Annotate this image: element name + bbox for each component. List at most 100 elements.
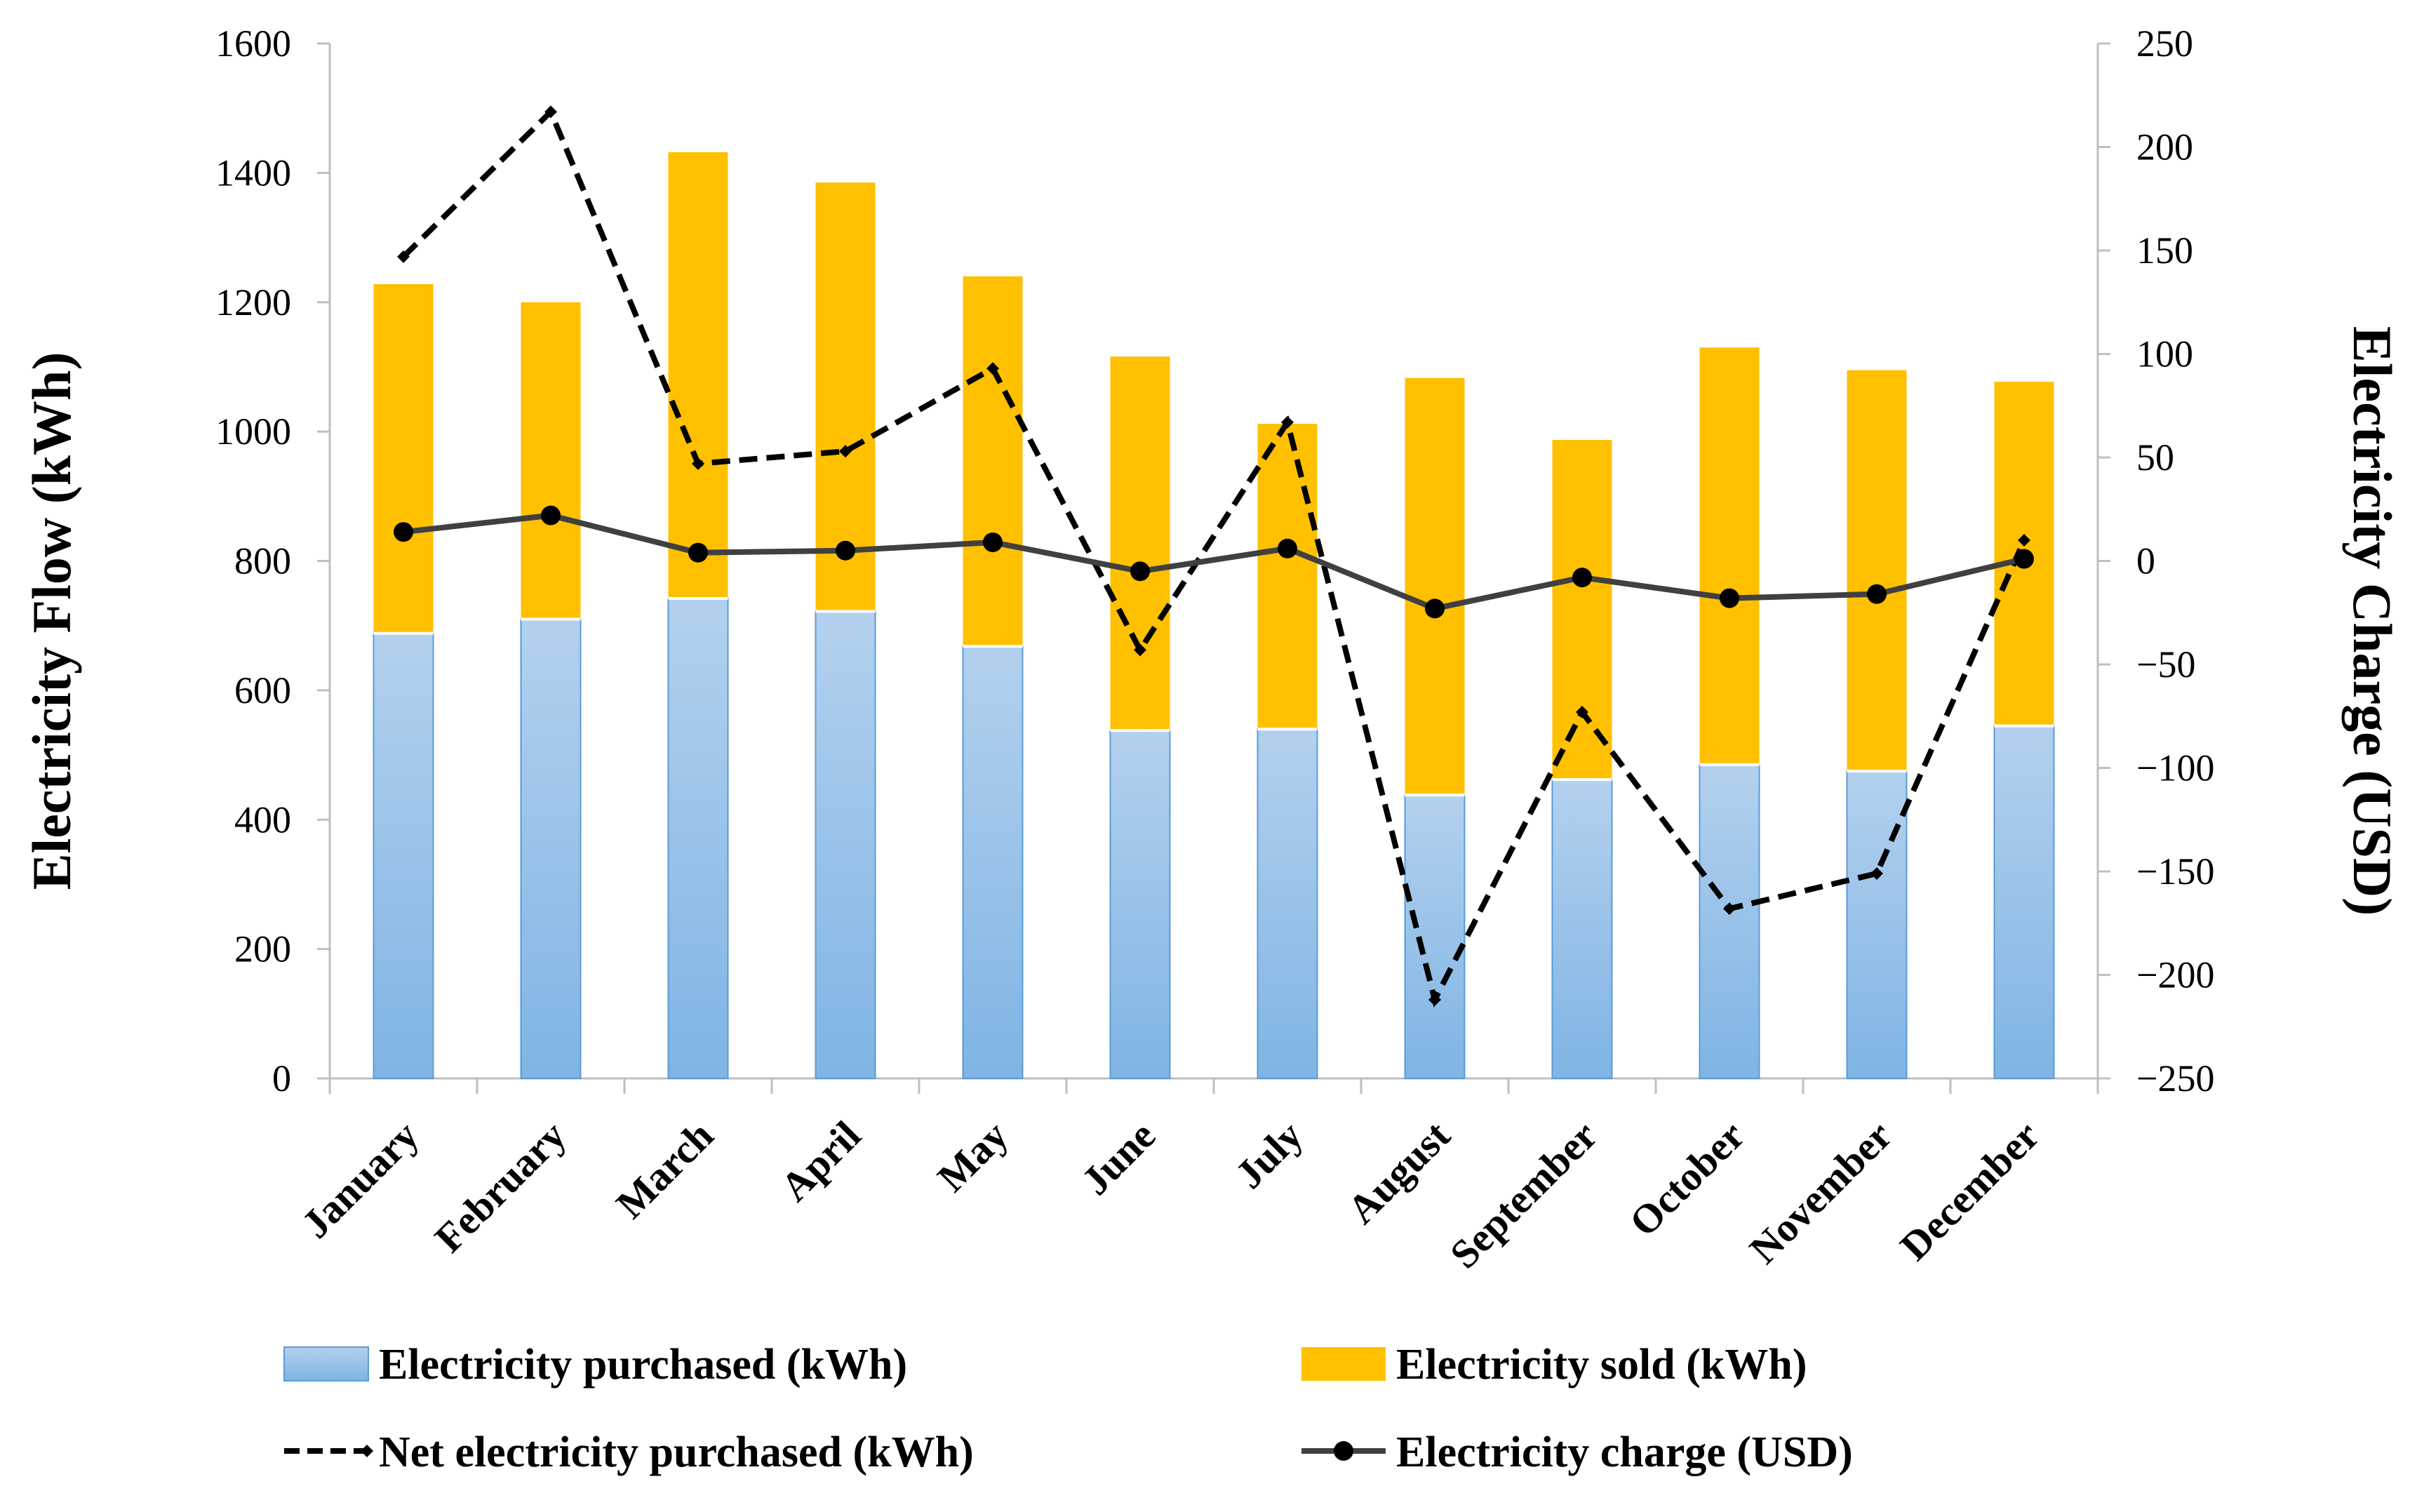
y-right-tick-label: 150 [2136, 229, 2193, 272]
x-tick-label: December [1892, 1112, 2049, 1269]
point-net-purchased [544, 105, 557, 119]
bar-purchased [962, 645, 1024, 1079]
y-axis-left-title: Electricity Flow (kWh) [21, 352, 82, 890]
legend-swatch [1301, 1347, 1386, 1381]
legend-label: Electricity charge (USD) [1396, 1429, 1853, 1476]
legend-item: Electricity sold (kWh) [1301, 1341, 1807, 1389]
bar-purchased [1699, 763, 1760, 1079]
point-charge [541, 505, 561, 526]
point-net-purchased [1428, 993, 1441, 1006]
x-tick-label: January [293, 1112, 427, 1247]
tick-labels: 02004006008001000120014001600−250−200−15… [215, 22, 2214, 1277]
y-left-tick-label: 1600 [215, 22, 291, 65]
point-charge [1720, 588, 1739, 608]
x-tick-label: August [1339, 1112, 1459, 1233]
bar-sold [963, 276, 1023, 647]
point-net-purchased [986, 362, 999, 375]
legend-swatch [283, 1346, 369, 1381]
y-left-tick-label: 400 [234, 798, 291, 841]
bar-purchased [1846, 770, 1908, 1079]
bar-purchased [1257, 728, 1318, 1079]
bar-sold [1405, 377, 1465, 796]
y-left-tick-label: 1200 [215, 281, 291, 323]
point-charge [836, 540, 855, 561]
bar-purchased [667, 597, 729, 1079]
y-left-tick-label: 200 [234, 928, 291, 970]
y-right-tick-label: −100 [2136, 747, 2214, 789]
point-net-purchased [1281, 415, 1294, 429]
bar-purchased [1109, 730, 1171, 1079]
point-charge [1867, 584, 1887, 604]
x-tick-label: November [1741, 1112, 1901, 1272]
y-right-tick-label: 0 [2136, 540, 2155, 582]
x-tick-label: June [1073, 1112, 1164, 1203]
x-tick-label: May [929, 1112, 1017, 1200]
legend-marker [361, 1445, 373, 1457]
y-right-tick-label: 100 [2136, 333, 2193, 375]
x-tick-label: September [1441, 1112, 1606, 1277]
legend-item: Electricity charge (USD) [1301, 1429, 1853, 1476]
point-charge [1425, 598, 1445, 619]
y-left-tick-label: 600 [234, 669, 291, 711]
point-net-purchased [1870, 867, 1883, 880]
point-charge [2014, 549, 2034, 569]
bar-purchased [1404, 794, 1466, 1079]
legend-label: Electricity sold (kWh) [1396, 1341, 1807, 1389]
legend-marker [1334, 1441, 1353, 1461]
y-right-tick-label: −150 [2136, 850, 2214, 892]
legend: Electricity purchased (kWh) Electricity s… [283, 1341, 1853, 1476]
x-tick-label: February [426, 1112, 575, 1261]
x-tick-label: April [772, 1112, 869, 1210]
legend-item: Net electricity purchased (kWh) [284, 1429, 974, 1476]
series-line-net-purchased [401, 107, 2027, 1008]
series-line-charge [403, 512, 2025, 612]
bar-purchased [815, 610, 876, 1079]
point-net-purchased [1576, 705, 1588, 718]
x-tick-label: July [1226, 1112, 1311, 1197]
bar-sold [1847, 370, 1907, 772]
bar-sold [521, 302, 581, 620]
bar-sold [815, 182, 876, 612]
y-left-tick-label: 1400 [215, 152, 291, 194]
y-right-tick-label: 250 [2136, 22, 2193, 65]
axes [317, 42, 2110, 1094]
y-right-tick-label: −200 [2136, 954, 2214, 996]
y-right-tick-label: −50 [2136, 643, 2195, 685]
bar-sold [668, 152, 728, 598]
legend-label: Electricity purchased (kWh) [379, 1341, 907, 1389]
y-left-tick-label: 1000 [215, 410, 291, 453]
y-axis-right-title: Electricity Charge (USD) [2342, 326, 2403, 916]
y-right-tick-label: 50 [2136, 436, 2174, 479]
legend-item: Electricity purchased (kWh) [283, 1341, 907, 1389]
y-left-tick-label: 800 [234, 540, 291, 582]
point-charge [1572, 568, 1592, 588]
lines [394, 105, 2034, 1008]
point-net-purchased [2018, 534, 2030, 547]
bar-purchased [520, 618, 582, 1079]
bar-sold [1699, 347, 1760, 765]
point-charge [394, 522, 413, 542]
x-tick-label: October [1621, 1112, 1753, 1245]
bar-sold [1257, 424, 1318, 730]
point-charge [983, 532, 1003, 552]
bar-purchased [1993, 725, 2055, 1079]
bar-purchased [373, 632, 434, 1079]
bars [373, 152, 2055, 1079]
point-charge [1130, 561, 1150, 582]
bar-sold [1552, 440, 1612, 780]
axis-titles: Electricity Flow (kWh) Electricity Charg… [21, 326, 2403, 916]
y-right-tick-label: −250 [2136, 1057, 2214, 1099]
bar-sold [373, 283, 434, 634]
point-net-purchased [1134, 643, 1146, 657]
point-net-purchased [839, 445, 852, 458]
y-left-tick-label: 0 [272, 1057, 291, 1099]
bar-sold [1110, 356, 1170, 731]
x-tick-label: March [608, 1112, 723, 1227]
legend-label: Net electricity purchased (kWh) [379, 1429, 974, 1476]
point-net-purchased [1723, 902, 1736, 916]
y-right-tick-label: 200 [2136, 126, 2193, 168]
point-charge [1278, 538, 1297, 558]
point-net-purchased [692, 457, 704, 470]
bar-purchased [1551, 779, 1613, 1079]
